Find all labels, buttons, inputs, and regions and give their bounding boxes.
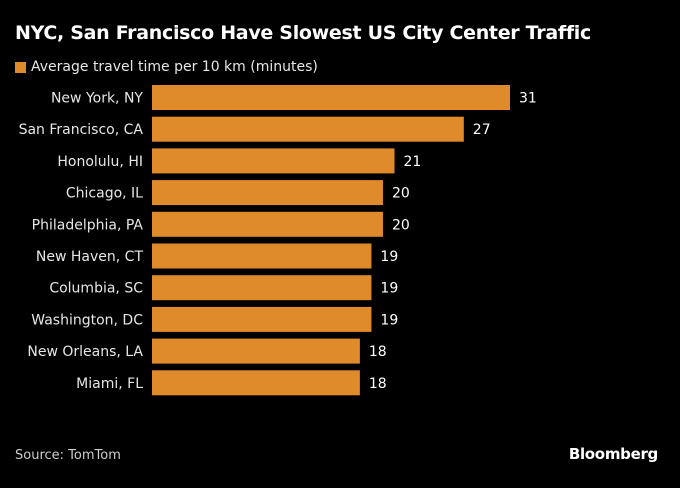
legend-swatch (15, 61, 26, 73)
source-note: Source: TomTom (15, 448, 121, 463)
bar (152, 180, 383, 206)
data-label: 19 (380, 312, 398, 328)
data-label: 20 (392, 217, 410, 233)
category-label: San Francisco, CA (19, 122, 144, 138)
bar (152, 370, 360, 396)
category-label: Philadelphia, PA (32, 217, 144, 233)
category-label: Washington, DC (31, 312, 143, 328)
bar (152, 116, 464, 142)
bar (152, 306, 372, 332)
bar (152, 148, 395, 174)
bar (152, 275, 372, 301)
bar (152, 85, 510, 110)
category-label: Chicago, IL (66, 186, 143, 202)
category-label: New York, NY (51, 91, 143, 107)
category-label: New Orleans, LA (27, 344, 143, 360)
bar (152, 211, 383, 237)
legend: Average travel time per 10 km (minutes) (15, 59, 318, 75)
bloomberg-logo: Bloomberg (568, 445, 658, 463)
data-label: 19 (380, 281, 398, 297)
category-label: Miami, FL (76, 376, 143, 392)
category-label: New Haven, CT (36, 249, 144, 265)
data-label: 27 (473, 122, 491, 138)
category-label: Columbia, SC (49, 281, 143, 297)
category-label: Honolulu, HI (57, 154, 143, 170)
data-label: 31 (519, 91, 537, 107)
data-label: 19 (380, 249, 398, 265)
bar (152, 243, 372, 269)
bar (152, 338, 360, 364)
chart-title: NYC, San Francisco Have Slowest US City … (15, 22, 591, 44)
data-label: 21 (404, 154, 422, 170)
data-label: 18 (369, 344, 387, 360)
data-label: 20 (392, 186, 410, 202)
legend-label: Average travel time per 10 km (minutes) (31, 59, 318, 75)
data-label: 18 (369, 376, 387, 392)
